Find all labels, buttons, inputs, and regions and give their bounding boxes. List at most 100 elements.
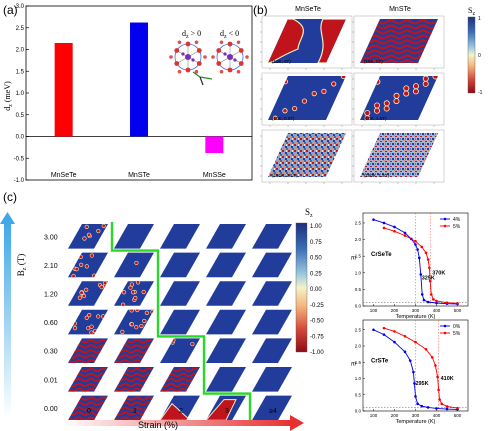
field-value-label: 0.30 xyxy=(44,349,58,356)
spin-texture-frame: (150K, 1.5T) xyxy=(352,129,445,184)
spin-texture-frame: (10K, 1.5T) xyxy=(352,72,445,127)
data-point xyxy=(424,251,428,255)
phase-cell xyxy=(252,367,292,392)
data-point xyxy=(403,234,407,237)
data-point xyxy=(440,402,444,406)
data-point xyxy=(393,340,396,344)
data-point xyxy=(429,293,433,296)
legend-marker xyxy=(443,217,447,221)
magnetization-plot-crste: 100 200 300 400 500 2.5 2.0 1.5 1.0 0.5 0.0 Tempera… xyxy=(351,319,469,425)
spin-texture-grid-b: (10K, 0T) (10K, 0T) (10K, 0.5T) (10K, 1.5T)… xyxy=(260,15,445,184)
tc-label-1: 325K xyxy=(422,275,435,281)
phase-cell xyxy=(252,252,292,278)
frame-condition-label: (10K, 0T) xyxy=(272,59,291,64)
ytick-label: 0.5 xyxy=(355,392,362,397)
data-point xyxy=(437,388,440,392)
spin-texture-frame: (10K, 0T) xyxy=(352,15,445,70)
spin-texture-frame: (10K, 0T) xyxy=(260,15,353,70)
xtick-label: 300 xyxy=(412,308,420,313)
phase-cell xyxy=(252,395,292,421)
frame-condition-label: (150K, 0.5T) xyxy=(272,173,298,178)
phase-cell xyxy=(114,224,154,249)
phase-boundary-line xyxy=(110,222,252,423)
crystal-structure-dz-negative-icon xyxy=(211,40,249,74)
ytick-label: 2.5 xyxy=(355,220,362,225)
ytick-label: 0.5 xyxy=(355,287,362,292)
data-point xyxy=(413,382,416,385)
data-point xyxy=(416,248,419,251)
data-point xyxy=(372,218,375,221)
phase-cell xyxy=(252,309,292,335)
data-point xyxy=(456,302,459,305)
phase-cell xyxy=(114,338,154,363)
column-title-mnste: MnSTe xyxy=(389,6,411,13)
data-point xyxy=(420,404,424,408)
data-point xyxy=(393,225,396,229)
phase-cell xyxy=(252,281,292,306)
phase-cell xyxy=(114,252,154,278)
data-point xyxy=(382,326,386,330)
data-point xyxy=(420,293,424,296)
magnetization-plot-crsete: 100 200 300 400 500 2.5 2.0 1.5 1.0 0.5 0.0 Tempera… xyxy=(351,212,469,320)
legend-label: 5% xyxy=(453,331,461,337)
colorbar-c-title: Sz xyxy=(305,207,313,219)
data-point xyxy=(414,395,417,398)
data-point xyxy=(436,375,439,379)
ytick-label-a: 0.5 xyxy=(16,113,25,119)
ytick-label-a: 3.0 xyxy=(16,4,25,10)
data-point xyxy=(422,298,426,302)
xtick-label: 500 xyxy=(454,308,462,313)
phase-cell xyxy=(206,252,246,278)
data-point xyxy=(414,239,417,243)
legend-label: 4% xyxy=(453,217,461,223)
phase-cell xyxy=(206,395,246,421)
phase-cell xyxy=(160,367,200,392)
category-label-mnsete: MnSeTe xyxy=(51,172,77,179)
ylabel-c: Bz (T) xyxy=(16,254,28,276)
panel-label-c: (c) xyxy=(3,190,17,204)
colorbar-b-tick-max: 1 xyxy=(478,16,481,22)
xtick-label: 500 xyxy=(454,413,462,418)
xtick-label: 100 xyxy=(370,413,378,418)
data-point xyxy=(420,245,424,249)
strain-value-label: 0 xyxy=(87,408,91,415)
data-point xyxy=(428,279,432,283)
ytick-label: 1.0 xyxy=(355,376,362,381)
colorbar-c-tick: 1.00 xyxy=(310,224,322,230)
category-label-mnste: MnSTe xyxy=(128,172,150,179)
phase-cell xyxy=(206,281,246,306)
colorbar-b-tick-min: -1 xyxy=(478,90,483,96)
data-point xyxy=(382,221,386,225)
phase-cell xyxy=(114,281,154,306)
legend-label: 5% xyxy=(453,224,461,230)
data-point xyxy=(419,273,423,276)
tc-label-1: 295K xyxy=(415,381,428,387)
legend-label: 0% xyxy=(453,324,461,330)
data-point xyxy=(426,300,430,304)
data-point xyxy=(426,406,430,409)
frame-condition-label: (10K, 0T) xyxy=(364,59,383,64)
data-point xyxy=(432,298,435,301)
spin-texture-frame: (150K, 0.5T) xyxy=(260,129,353,184)
xtick-label: 200 xyxy=(391,413,399,418)
ytick-label-a: 2.5 xyxy=(16,26,25,32)
phase-cell xyxy=(206,338,246,363)
data-point xyxy=(435,301,438,305)
data-point xyxy=(412,370,415,374)
phase-cell xyxy=(206,367,246,392)
ytick-label: 0.0 xyxy=(355,409,362,414)
ytick-label: 0.0 xyxy=(355,304,362,309)
phase-cell xyxy=(68,367,108,392)
crystal-structure-dz-positive-icon xyxy=(169,40,207,74)
data-point xyxy=(382,333,386,336)
ytick-label-a: 1.0 xyxy=(16,91,25,97)
data-point xyxy=(456,406,459,410)
data-point xyxy=(445,407,449,411)
ytick-label-a: 1.5 xyxy=(16,69,25,75)
colorbar-c-tick: -0.75 xyxy=(310,334,324,340)
xtick-label: 400 xyxy=(433,308,441,313)
xlabel-strain: Strain (%) xyxy=(138,420,178,430)
tc-label-2: 370K xyxy=(432,270,445,276)
phase-cell xyxy=(68,252,108,278)
axes-triad-icon xyxy=(192,71,213,86)
